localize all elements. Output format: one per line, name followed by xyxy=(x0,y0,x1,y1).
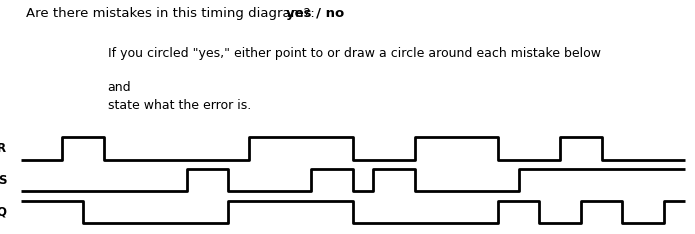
Text: Are there mistakes in this timing diagram?:: Are there mistakes in this timing diagra… xyxy=(26,7,320,20)
Text: and: and xyxy=(108,81,131,94)
Text: yes / no: yes / no xyxy=(286,7,345,20)
Text: Q: Q xyxy=(0,205,6,218)
Text: S: S xyxy=(0,174,6,187)
Text: If you circled "yes," either point to or draw a circle around each mistake below: If you circled "yes," either point to or… xyxy=(108,47,600,60)
Text: R: R xyxy=(0,142,6,155)
Text: state what the error is.: state what the error is. xyxy=(108,99,251,113)
